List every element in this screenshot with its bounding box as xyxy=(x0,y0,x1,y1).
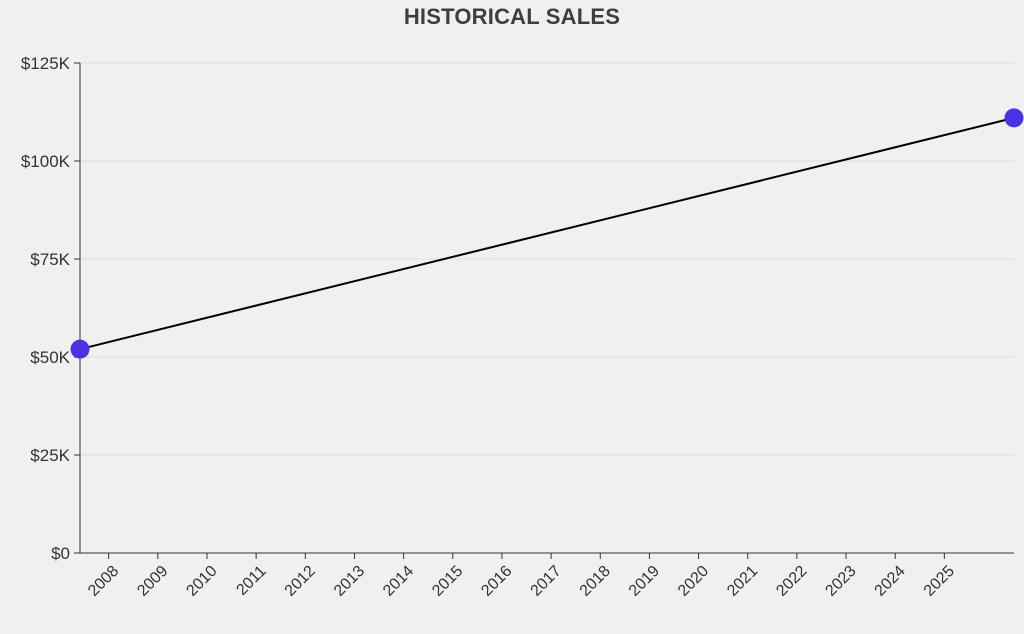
x-tick-label: 2024 xyxy=(872,563,909,600)
x-tick-label: 2012 xyxy=(282,563,319,600)
x-tick-label: 2018 xyxy=(577,563,614,600)
y-axis-ticks: $0 $25K $50K $75K $100K $125K xyxy=(21,54,80,563)
x-tick-label: 2009 xyxy=(134,563,171,600)
data-points xyxy=(70,108,1024,359)
series-lines xyxy=(79,116,1015,351)
x-tick-label: 2022 xyxy=(773,563,810,600)
x-tick-label: 2019 xyxy=(626,563,663,600)
x-tick-label: 2010 xyxy=(183,563,220,600)
series-line xyxy=(79,116,1015,351)
x-tick-label: 2021 xyxy=(724,563,761,600)
x-tick-label: 2016 xyxy=(478,563,515,600)
y-tick-label: $0 xyxy=(51,544,70,563)
y-tick-label: $75K xyxy=(30,250,70,269)
x-tick-label: 2011 xyxy=(233,563,269,599)
data-point xyxy=(70,339,90,359)
y-tick-label: $125K xyxy=(21,54,71,73)
grid-lines xyxy=(80,62,1014,456)
y-tick-label: $50K xyxy=(30,348,70,367)
y-tick-label: $100K xyxy=(21,152,71,171)
data-point xyxy=(1004,108,1024,128)
x-tick-label: 2025 xyxy=(921,563,958,600)
y-tick-label: $25K xyxy=(30,446,70,465)
x-tick-label: 2023 xyxy=(822,563,859,600)
x-tick-label: 2015 xyxy=(429,563,466,600)
x-tick-label: 2014 xyxy=(380,563,417,600)
x-tick-label: 2013 xyxy=(331,563,368,600)
x-axis-ticks: 2008 2009 2010 2011 2012 2013 2014 2015 2016 2017… xyxy=(85,553,958,600)
x-tick-label: 2008 xyxy=(85,563,122,600)
chart-title: HISTORICAL SALES xyxy=(403,4,621,29)
x-tick-label: 2020 xyxy=(675,563,712,600)
x-tick-label: 2017 xyxy=(528,563,565,600)
axes xyxy=(79,63,1014,554)
